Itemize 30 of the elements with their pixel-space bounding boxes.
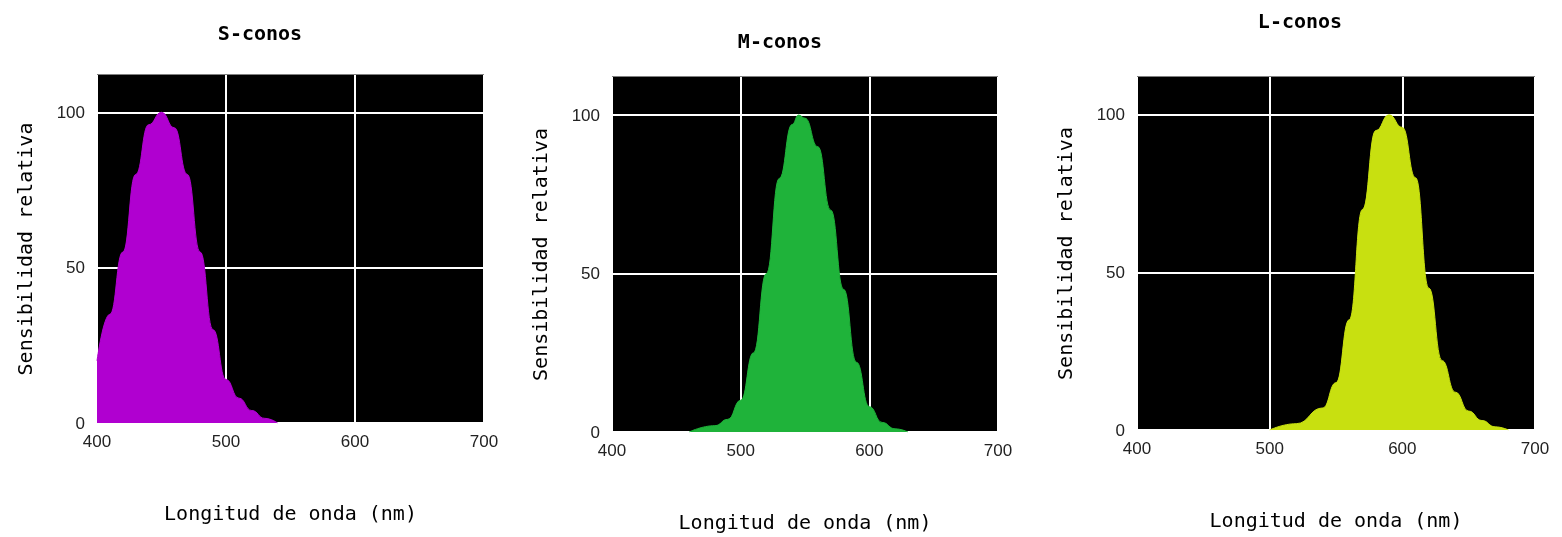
y-tick-label: 100 [571, 105, 600, 125]
x-tick-label: 400 [1122, 439, 1152, 458]
y-axis-title: Sensibilidad relativa [1053, 127, 1077, 380]
y-tick-label: 100 [56, 102, 85, 122]
y-tick-label: 50 [581, 264, 600, 284]
x-tick-label: 400 [597, 441, 627, 460]
x-axis-title: Longitud de onda (nm) [678, 510, 932, 534]
chart-title: L-conos [1257, 9, 1343, 33]
x-axis-title: Longitud de onda (nm) [1209, 508, 1463, 532]
y-tick-label: 0 [75, 413, 85, 433]
y-tick-label: 50 [1106, 262, 1125, 282]
chart-title: M-conos [737, 29, 823, 53]
x-tick-label: 500 [1255, 439, 1284, 458]
y-tick-label: 50 [66, 258, 85, 278]
x-tick-label: 400 [82, 432, 112, 451]
y-tick-label: 0 [590, 422, 600, 442]
x-tick-label: 700 [1520, 439, 1550, 458]
y-axis-title: Sensibilidad relativa [528, 128, 552, 381]
x-tick-label: 600 [855, 441, 884, 460]
x-tick-label: 700 [469, 432, 499, 451]
x-axis-title: Longitud de onda (nm) [164, 501, 417, 525]
x-tick-label: 600 [340, 432, 370, 451]
x-tick-label: 500 [726, 441, 755, 460]
y-tick-label: 100 [1096, 105, 1125, 125]
y-axis-title: Sensibilidad relativa [13, 122, 37, 376]
x-tick-label: 600 [1388, 439, 1417, 458]
x-tick-label: 700 [983, 441, 1013, 460]
y-tick-label: 0 [1115, 420, 1125, 440]
chart-title: S-conos [217, 21, 303, 45]
x-tick-label: 500 [211, 432, 241, 451]
